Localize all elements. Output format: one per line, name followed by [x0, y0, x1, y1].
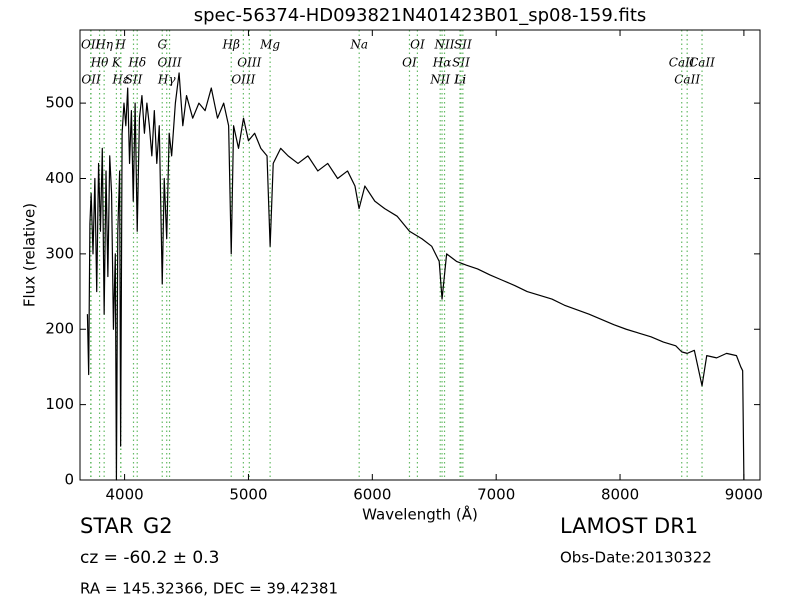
y-tick-label: 200: [45, 320, 74, 338]
spectral-line-label: K: [111, 56, 122, 70]
spectral-line-label: OII: [81, 73, 101, 87]
y-tick-label: 100: [45, 395, 74, 413]
y-axis-label: Flux (relative): [21, 203, 39, 307]
spectral-line-label: Hβ: [222, 38, 240, 52]
x-tick-label: 9000: [725, 486, 763, 504]
spectral-line-label: Mg: [259, 38, 280, 52]
spectrum-line: [86, 72, 745, 481]
obs-date: Obs-Date:20130322: [560, 549, 712, 567]
spectral-line-label: Hη: [94, 38, 113, 52]
x-tick-label: 6000: [353, 486, 391, 504]
x-tick-label: 7000: [477, 486, 515, 504]
spectral-line-label: CaII: [669, 56, 695, 70]
spectral-line-label: NII: [434, 38, 455, 52]
spectral-line-label: H: [114, 38, 126, 52]
x-tick-label: 4000: [105, 486, 143, 504]
object-class: STAR: [80, 514, 133, 538]
x-axis-label: Wavelength (Å): [362, 505, 478, 524]
spectral-line-label: OIII: [237, 56, 261, 70]
y-tick-label: 0: [64, 471, 74, 489]
spectral-line-label: OIII: [158, 56, 182, 70]
y-tick-label: 400: [45, 169, 74, 187]
y-tick-label: 300: [45, 244, 74, 262]
x-tick-label: 8000: [601, 486, 639, 504]
spectral-line-label: NII: [429, 73, 450, 87]
subclass: G2: [143, 514, 173, 538]
spectral-line-label: Hα: [432, 56, 452, 70]
spectral-line-label: SII: [454, 38, 472, 52]
survey: LAMOST DR1: [560, 514, 698, 538]
spectral-line-label: OI: [402, 56, 417, 70]
y-tick-label: 500: [45, 94, 74, 112]
spectral-line-label: OIII: [231, 73, 255, 87]
spectral-line-label: OI: [410, 38, 425, 52]
spectral-line-label: SII: [452, 56, 470, 70]
spectral-line-label: CaII: [674, 73, 700, 87]
spectral-line-label: CaII: [689, 56, 715, 70]
spectral-line-label: SII: [125, 73, 143, 87]
plot-frame: [79, 29, 761, 481]
x-tick-label: 5000: [229, 486, 267, 504]
spectral-line-label: Na: [349, 38, 368, 52]
redshift: cz = -60.2 ± 0.3: [80, 548, 219, 568]
spectral-line-label: Hδ: [127, 56, 146, 70]
coordinates: RA = 145.32366, DEC = 39.42381: [80, 580, 338, 598]
spectral-line-label: Hθ: [90, 56, 109, 70]
chart-title: spec-56374-HD093821N401423B01_sp08-159.f…: [194, 5, 647, 26]
spectral-line-label: Li: [453, 73, 466, 87]
spectral-line-label: G: [157, 38, 167, 52]
spectral-line-label: Hγ: [157, 73, 176, 87]
